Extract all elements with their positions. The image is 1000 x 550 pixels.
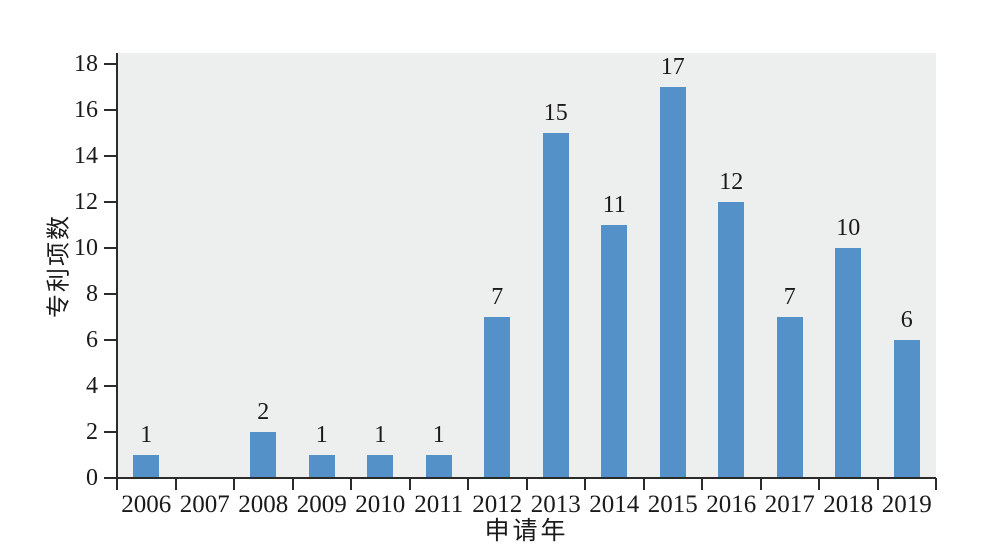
bar-value-label: 1 bbox=[374, 422, 387, 448]
bar-2008 bbox=[250, 432, 277, 478]
bar-value-label: 2 bbox=[257, 399, 270, 425]
x-tick-label: 2015 bbox=[647, 491, 698, 518]
x-tick-label: 2016 bbox=[706, 491, 757, 518]
bar-value-label: 17 bbox=[660, 54, 685, 80]
y-tick-label: 4 bbox=[86, 373, 98, 399]
y-tick bbox=[104, 155, 116, 157]
x-tick bbox=[935, 478, 937, 490]
bar-2016 bbox=[718, 202, 745, 478]
x-tick bbox=[233, 478, 235, 490]
y-tick-label: 2 bbox=[86, 419, 98, 445]
x-tick bbox=[467, 478, 469, 490]
x-tick bbox=[291, 478, 294, 490]
y-tick-label: 18 bbox=[74, 51, 98, 77]
bar-value-label: 1 bbox=[140, 422, 153, 448]
x-tick-label: 2008 bbox=[238, 491, 289, 518]
bar-value-label: 7 bbox=[491, 284, 504, 310]
y-axis-title: 专利项数 bbox=[46, 213, 73, 318]
y-tick-label: 10 bbox=[74, 235, 98, 261]
x-tick bbox=[759, 478, 762, 490]
y-tick-label: 6 bbox=[86, 327, 98, 353]
bar-value-label: 10 bbox=[836, 215, 861, 241]
x-tick-label: 2007 bbox=[179, 491, 230, 518]
y-tick-label: 0 bbox=[86, 465, 98, 491]
y-tick bbox=[104, 247, 116, 249]
bar-value-label: 1 bbox=[432, 422, 445, 448]
bar-value-label: 7 bbox=[783, 284, 796, 310]
bar-2017 bbox=[776, 317, 803, 478]
y-tick bbox=[104, 339, 116, 341]
y-tick-label: 8 bbox=[86, 281, 98, 307]
x-tick-label: 2014 bbox=[589, 491, 640, 518]
x-tick-label: 2010 bbox=[355, 491, 406, 518]
bar-value-label: 6 bbox=[900, 307, 913, 333]
bar-value-label: 12 bbox=[719, 169, 744, 195]
x-tick-label: 2018 bbox=[823, 491, 874, 518]
x-tick-label: 2006 bbox=[121, 491, 172, 518]
x-tick bbox=[525, 478, 528, 490]
bar-2019 bbox=[893, 340, 920, 478]
y-tick bbox=[104, 109, 116, 111]
bar-2013 bbox=[542, 133, 569, 478]
x-tick bbox=[408, 478, 411, 490]
x-tick bbox=[642, 478, 645, 490]
x-tick-label: 2012 bbox=[472, 491, 523, 518]
bar-2015 bbox=[659, 87, 686, 478]
bar-2011 bbox=[425, 455, 452, 478]
bar-2010 bbox=[367, 455, 394, 478]
bar-value-label: 11 bbox=[602, 192, 626, 218]
x-tick bbox=[116, 478, 118, 490]
x-tick-label: 2013 bbox=[530, 491, 581, 518]
bar-value-label: 15 bbox=[543, 100, 568, 126]
x-axis-line bbox=[115, 477, 936, 479]
bar-2009 bbox=[308, 455, 335, 478]
x-tick bbox=[174, 478, 177, 490]
plot-area bbox=[117, 53, 936, 478]
y-tick bbox=[104, 431, 116, 433]
y-tick bbox=[104, 385, 116, 387]
x-tick-label: 2019 bbox=[881, 491, 932, 518]
x-tick bbox=[818, 478, 820, 490]
y-axis-line bbox=[115, 53, 118, 480]
bar-2012 bbox=[484, 317, 511, 478]
x-tick-label: 2009 bbox=[296, 491, 347, 518]
y-tick bbox=[104, 293, 116, 295]
y-tick bbox=[104, 63, 116, 65]
y-tick bbox=[104, 201, 116, 203]
y-tick-label: 12 bbox=[74, 189, 98, 215]
y-tick-label: 14 bbox=[74, 143, 98, 169]
x-tick-label: 2017 bbox=[764, 491, 815, 518]
x-tick bbox=[701, 478, 703, 490]
bar-2018 bbox=[835, 248, 862, 478]
x-tick bbox=[350, 478, 352, 490]
x-tick bbox=[876, 478, 879, 490]
x-axis-title: 申请年 bbox=[484, 518, 569, 545]
x-tick-label: 2011 bbox=[414, 491, 464, 518]
y-tick bbox=[104, 477, 116, 479]
bar-2014 bbox=[601, 225, 628, 478]
bar-value-label: 1 bbox=[315, 422, 328, 448]
y-tick-label: 16 bbox=[74, 97, 98, 123]
bar-2006 bbox=[133, 455, 160, 478]
x-tick bbox=[584, 478, 586, 490]
